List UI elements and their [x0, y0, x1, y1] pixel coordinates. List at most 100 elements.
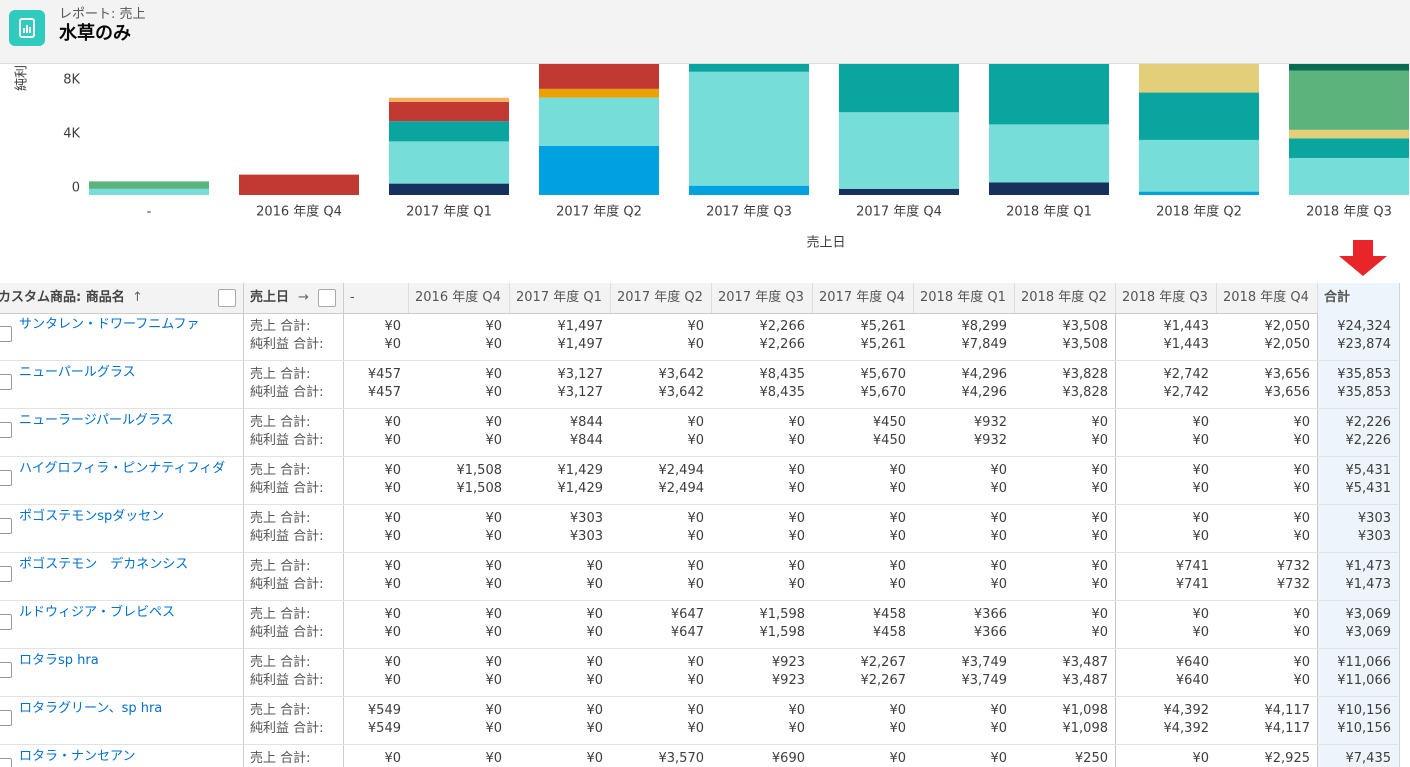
cell-value: ¥0: [586, 655, 603, 670]
product-link[interactable]: ハイグロフィラ・ピンナティフィダ: [19, 461, 226, 476]
cell-value: ¥0: [889, 481, 906, 496]
cell-value: ¥0: [485, 703, 502, 718]
measure-label: 売上 合計:: [250, 559, 311, 574]
x-tick-label: 2018 年度 Q1: [1006, 204, 1092, 220]
cell-value: ¥0: [788, 577, 805, 592]
bar-segment: [539, 64, 659, 89]
column-header: 2016 年度 Q4: [415, 290, 501, 305]
product-link[interactable]: ポゴステモンspダッセン: [19, 509, 165, 524]
product-link[interactable]: ロタラsp hra: [19, 653, 99, 668]
dropdown[interactable]: [318, 289, 336, 307]
cell-value: ¥0: [1091, 433, 1108, 448]
cell-value: ¥1,443: [1163, 319, 1210, 334]
row-line: [0, 504, 1398, 505]
cell-value: ¥0: [889, 529, 906, 544]
checkbox[interactable]: [0, 470, 12, 486]
bar-segment: [1289, 138, 1409, 158]
cell-value: ¥0: [384, 751, 401, 766]
cell-value: ¥0: [1293, 655, 1310, 670]
cell-value: ¥0: [990, 481, 1007, 496]
col-header: 売上日: [250, 290, 290, 305]
cell-value: ¥3,487: [1062, 655, 1109, 670]
sort-right: →: [298, 290, 309, 305]
cell-value: ¥732: [1276, 559, 1310, 574]
cell-value: ¥303: [569, 529, 603, 544]
cell-value: ¥450: [872, 433, 906, 448]
cell-value: ¥5,431: [1345, 463, 1392, 478]
cell-value: ¥0: [586, 673, 603, 688]
checkbox[interactable]: [0, 326, 12, 342]
cell-value: ¥0: [1091, 559, 1108, 574]
cell-value: ¥1,473: [1345, 559, 1392, 574]
cell-value: ¥3,570: [658, 751, 705, 766]
y-tick-label: 0: [72, 181, 80, 196]
checkbox[interactable]: [0, 758, 12, 767]
product-link[interactable]: ルドウィジア・ブレビペス: [19, 605, 176, 620]
cell-value: ¥10,156: [1337, 721, 1391, 736]
cell-value: ¥0: [1091, 529, 1108, 544]
measure-label: 純利益 合計:: [250, 433, 324, 448]
measure-label: 売上 合計:: [250, 703, 311, 718]
col-line: [1115, 283, 1116, 313]
cell-value: ¥0: [687, 433, 704, 448]
cell-value: ¥0: [1192, 751, 1209, 766]
checkbox[interactable]: [0, 374, 12, 390]
cell-value: ¥647: [670, 607, 704, 622]
cell-value: ¥0: [889, 511, 906, 526]
cell-value: ¥0: [990, 703, 1007, 718]
cell-value: ¥4,296: [961, 367, 1008, 382]
cell-value: ¥2,266: [759, 319, 806, 334]
cell-value: ¥844: [569, 433, 603, 448]
product-link[interactable]: ポゴステモン デカネンシス: [19, 557, 189, 572]
cell-value: ¥0: [1091, 607, 1108, 622]
cell-value: ¥741: [1175, 559, 1209, 574]
row-line: [0, 648, 1398, 649]
cell-value: ¥0: [485, 577, 502, 592]
x-tick-label: 2016 年度 Q4: [256, 204, 342, 220]
sort-up: ↑: [132, 290, 143, 305]
measure-label: 純利益 合計:: [250, 577, 324, 592]
cell-value: ¥5,261: [860, 319, 907, 334]
cell-value: ¥303: [1357, 529, 1391, 544]
measure-label: 売上 合計:: [250, 607, 311, 622]
cell-value: ¥0: [990, 721, 1007, 736]
cell-value: ¥4,296: [961, 385, 1008, 400]
cell-value: ¥0: [1091, 577, 1108, 592]
cell-value: ¥3,656: [1264, 367, 1311, 382]
bar-segment: [1139, 139, 1259, 192]
cell-value: ¥0: [1192, 433, 1209, 448]
cell-value: ¥647: [670, 625, 704, 640]
checkbox[interactable]: [0, 518, 12, 534]
checkbox[interactable]: [0, 422, 12, 438]
cell-value: ¥0: [485, 559, 502, 574]
measure-label: 売上 合計:: [250, 319, 311, 334]
product-link[interactable]: サンタレン・ドワーフニムファ: [19, 317, 200, 332]
checkbox[interactable]: [0, 710, 12, 726]
cell-value: ¥8,435: [759, 385, 806, 400]
bar-segment: [1139, 64, 1259, 93]
product-link[interactable]: ニューパールグラス: [19, 365, 136, 380]
cell-value: ¥2,742: [1163, 385, 1210, 400]
cell-value: ¥0: [788, 529, 805, 544]
cell-value: ¥3,069: [1345, 625, 1392, 640]
checkbox[interactable]: [0, 566, 12, 582]
bar-segment: [539, 97, 659, 146]
cell-value: ¥0: [687, 319, 704, 334]
checkbox[interactable]: [0, 614, 12, 630]
cell-value: ¥3,487: [1062, 673, 1109, 688]
product-link[interactable]: ロタラグリーン、sp hra: [19, 701, 163, 716]
product-link[interactable]: ニューラージパールグラス: [19, 413, 174, 428]
checkbox[interactable]: [0, 662, 12, 678]
cell-value: ¥0: [687, 559, 704, 574]
cell-value: ¥0: [1293, 433, 1310, 448]
cell-value: ¥303: [569, 511, 603, 526]
dropdown[interactable]: [218, 289, 236, 307]
bar-segment: [389, 121, 509, 142]
bar-segment: [689, 71, 809, 186]
cell-value: ¥0: [384, 481, 401, 496]
cell-value: ¥2,494: [658, 481, 705, 496]
cell-value: ¥5,431: [1345, 481, 1392, 496]
cell-value: ¥0: [1091, 511, 1108, 526]
product-link[interactable]: ロタラ・ナンセアン: [19, 749, 136, 764]
cell-value: ¥0: [990, 559, 1007, 574]
